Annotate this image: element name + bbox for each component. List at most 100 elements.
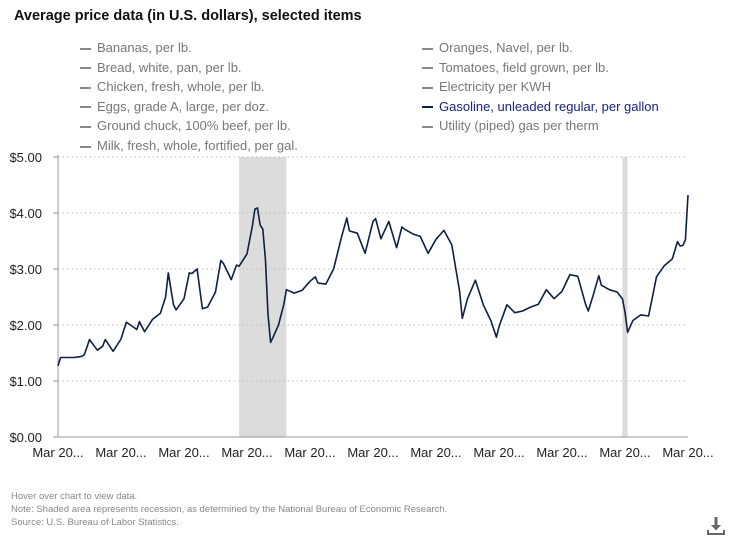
x-tick-label: Mar 20... — [95, 445, 146, 460]
data-point — [157, 310, 163, 316]
data-point — [480, 302, 486, 308]
data-point — [110, 348, 116, 354]
data-point — [646, 313, 652, 319]
data-point — [165, 270, 171, 276]
data-point — [126, 321, 132, 327]
data-point — [276, 322, 282, 328]
legend-swatch — [80, 47, 91, 50]
data-point — [614, 289, 620, 295]
data-point — [680, 242, 686, 248]
data-point — [504, 302, 510, 308]
legend-item-oranges[interactable]: Oranges, Navel, per lb. — [422, 38, 659, 58]
series-line-gasoline — [57, 195, 689, 367]
data-point — [150, 316, 156, 322]
data-point — [71, 354, 77, 360]
recession-note: Note: Shaded area represents recession, … — [11, 504, 448, 515]
legend-item-chicken[interactable]: Chicken, fresh, whole, per lb. — [80, 77, 298, 97]
data-point — [142, 329, 148, 335]
data-point — [373, 216, 379, 222]
data-point — [598, 282, 604, 288]
x-tick-label: Mar 20... — [347, 445, 398, 460]
data-point — [394, 245, 400, 251]
legend-item-milk[interactable]: Milk, fresh, whole, fortified, per gal. — [80, 136, 298, 156]
data-point — [283, 287, 289, 293]
data-point — [362, 250, 368, 256]
data-point — [189, 270, 195, 276]
data-point — [87, 337, 93, 343]
data-point — [194, 266, 200, 272]
legend-item-ground-chuck[interactable]: Ground chuck, 100% beef, per lb. — [80, 116, 298, 136]
legend-item-electricity[interactable]: Electricity per KWH — [422, 77, 659, 97]
data-point — [661, 263, 667, 269]
legend-item-utility-gas[interactable]: Utility (piped) gas per therm — [422, 116, 659, 136]
legend-right: Oranges, Navel, per lb. Tomatoes, field … — [422, 38, 659, 136]
data-point — [81, 352, 87, 358]
legend-swatch — [80, 86, 91, 89]
data-point — [199, 306, 205, 312]
data-point — [459, 315, 465, 321]
data-point — [55, 363, 61, 369]
data-point — [417, 234, 423, 240]
x-tick-label: Mar 20... — [284, 445, 335, 460]
data-point — [315, 280, 321, 286]
data-point — [102, 337, 108, 343]
data-point — [58, 354, 64, 360]
legend-item-gasoline[interactable]: Gasoline, unleaded regular, per gallon — [422, 97, 659, 117]
legend-swatch — [422, 47, 433, 50]
legend-item-eggs[interactable]: Eggs, grade A, large, per doz. — [80, 97, 298, 117]
line-chart[interactable]: $0.00 $1.00 $2.00 $3.00 $4.00 $5.00 Mar 20... M… — [0, 140, 730, 470]
data-point — [520, 308, 526, 314]
data-point — [512, 310, 518, 316]
data-point — [669, 256, 675, 262]
data-point — [270, 334, 276, 340]
x-tick-label: Mar 20... — [410, 445, 461, 460]
data-point — [213, 289, 219, 295]
x-tick-label: Mar 20... — [473, 445, 524, 460]
recession-band — [622, 157, 628, 437]
data-point — [163, 294, 169, 300]
data-point — [567, 272, 573, 278]
legend-left: Bananas, per lb. Bread, white, pan, per … — [80, 38, 298, 156]
data-point — [496, 324, 502, 330]
data-point — [465, 296, 471, 302]
data-point — [625, 329, 631, 335]
y-tick-label: $4.00 — [9, 206, 42, 221]
y-tick-label: $2.00 — [9, 318, 42, 333]
data-point — [260, 226, 266, 232]
data-point — [622, 309, 628, 315]
data-point — [638, 312, 644, 318]
x-tick-label: Mar 20... — [662, 445, 713, 460]
data-point — [63, 354, 69, 360]
data-point — [344, 215, 350, 221]
x-tick-label: Mar 20... — [536, 445, 587, 460]
data-point — [312, 274, 318, 280]
data-point — [228, 277, 234, 283]
data-point — [244, 251, 250, 257]
legend-swatch — [422, 125, 433, 128]
data-point — [307, 278, 313, 284]
data-point — [409, 231, 415, 237]
data-point — [354, 230, 360, 236]
y-tick-label: $1.00 — [9, 374, 42, 389]
data-point — [685, 192, 691, 198]
data-point — [457, 288, 463, 294]
legend-item-tomatoes[interactable]: Tomatoes, field grown, per lb. — [422, 58, 659, 78]
data-point — [136, 319, 142, 325]
data-point — [591, 291, 597, 297]
data-point — [134, 326, 140, 332]
legend-swatch — [80, 125, 91, 128]
data-point — [606, 287, 612, 293]
data-point — [339, 234, 345, 240]
data-point — [346, 228, 352, 234]
legend-swatch — [422, 67, 433, 70]
data-point — [268, 339, 274, 345]
y-tick-label: $0.00 — [9, 430, 42, 445]
data-point — [472, 277, 478, 283]
legend-item-bananas[interactable]: Bananas, per lb. — [80, 38, 298, 58]
data-point — [559, 288, 565, 294]
legend-item-bread[interactable]: Bread, white, pan, per lb. — [80, 58, 298, 78]
data-point — [433, 236, 439, 242]
download-icon[interactable] — [706, 516, 726, 536]
data-point — [378, 236, 384, 242]
legend-swatch — [80, 145, 91, 148]
